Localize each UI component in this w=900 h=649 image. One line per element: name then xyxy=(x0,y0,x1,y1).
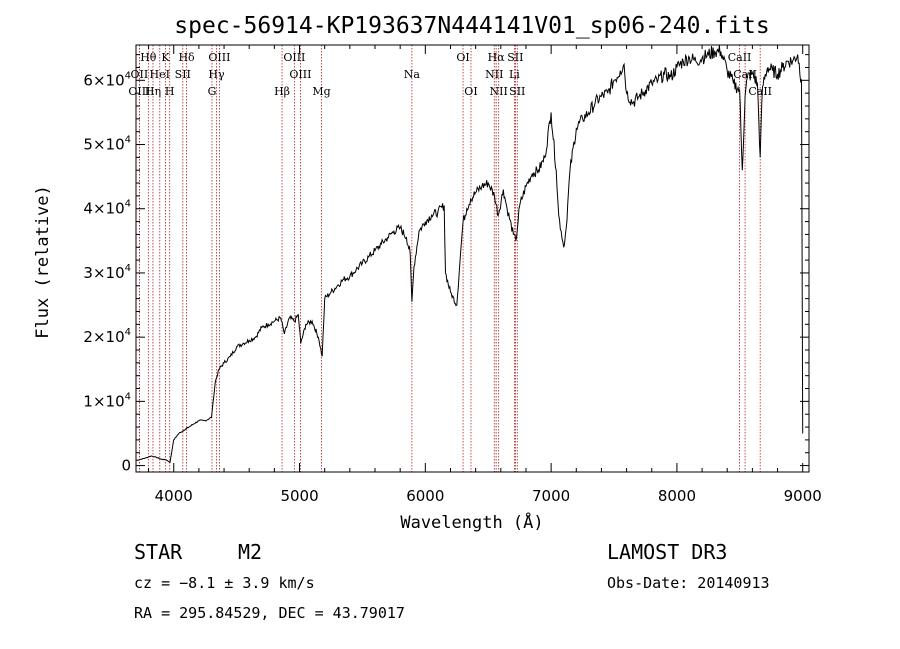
emission-line-label: OIII xyxy=(289,68,311,81)
chart-title: spec-56914-KP193637N444141V01_sp06-240.f… xyxy=(174,13,769,39)
emission-line-label: G xyxy=(208,85,217,98)
emission-line-label: OIII xyxy=(208,51,230,64)
y-tick-label: 3×104 xyxy=(83,263,131,282)
y-tick-label: 2×104 xyxy=(83,327,131,346)
emission-line-label: SII xyxy=(507,51,523,64)
spectrum-series-line xyxy=(135,45,804,464)
survey-name: LAMOST DR3 xyxy=(607,540,728,564)
ra-dec-coordinates: RA = 295.84529, DEC = 43.79017 xyxy=(134,604,405,622)
x-tick-label: 9000 xyxy=(784,487,822,505)
emission-line-markers xyxy=(138,45,761,472)
emission-line-label: HeI xyxy=(150,68,170,81)
emission-line-label: Hγ xyxy=(208,68,225,81)
emission-line-label: OI xyxy=(456,51,469,64)
y-tick-label: 1×104 xyxy=(83,391,131,410)
emission-line-label: Li xyxy=(509,68,520,81)
emission-line-label: H xyxy=(165,85,175,98)
object-subclass: M2 xyxy=(238,540,263,564)
emission-line-label: Hθ xyxy=(140,51,157,64)
emission-line-label: OIII xyxy=(128,85,150,98)
emission-line-label: OII xyxy=(131,68,149,81)
emission-line-label: OIII xyxy=(283,51,305,64)
plot-frame xyxy=(135,44,810,473)
y-tick-label: 5×104 xyxy=(83,135,131,154)
emission-line-label: Hδ xyxy=(178,51,195,64)
object-type: STAR xyxy=(134,540,183,564)
x-tick-label: 8000 xyxy=(658,487,696,505)
redshift-cz: cz = −8.1 ± 3.9 km/s xyxy=(134,574,315,592)
emission-line-label: Mg xyxy=(312,85,330,98)
x-axis-label: Wavelength (Å) xyxy=(400,511,543,533)
x-axis: 4000 5000 6000 7000 8000 9000 xyxy=(148,45,822,505)
emission-line-label: SII xyxy=(175,68,191,81)
y-tick-label: 0 xyxy=(121,457,131,475)
emission-line-label: NII xyxy=(485,68,503,81)
y-tick-label: 4×104 xyxy=(83,199,131,218)
x-tick-label: 5000 xyxy=(280,487,318,505)
emission-line-label: SII xyxy=(509,85,525,98)
emission-line-label: Na xyxy=(404,68,421,81)
emission-line-label: Hα xyxy=(488,51,506,64)
emission-line-label: NII xyxy=(490,85,508,98)
emission-line-label: Hη xyxy=(145,85,161,98)
y-tick-label: 6×104 xyxy=(83,70,131,89)
x-tick-label: 7000 xyxy=(532,487,570,505)
y-axis-label: Flux (relative) xyxy=(33,185,53,339)
x-tick-label: 6000 xyxy=(406,487,444,505)
observation-date: Obs-Date: 20140913 xyxy=(607,574,770,592)
emission-line-label: Hβ xyxy=(274,85,290,98)
emission-line-label: CaII xyxy=(728,51,752,64)
emission-line-label: K xyxy=(161,51,170,64)
emission-line-label: OI xyxy=(464,85,477,98)
emission-line-label: CaII xyxy=(748,85,772,98)
y-axis: 0 1×104 2×104 3×104 4×104 5×104 6×104 xyxy=(83,54,809,475)
x-tick-label: 4000 xyxy=(155,487,193,505)
